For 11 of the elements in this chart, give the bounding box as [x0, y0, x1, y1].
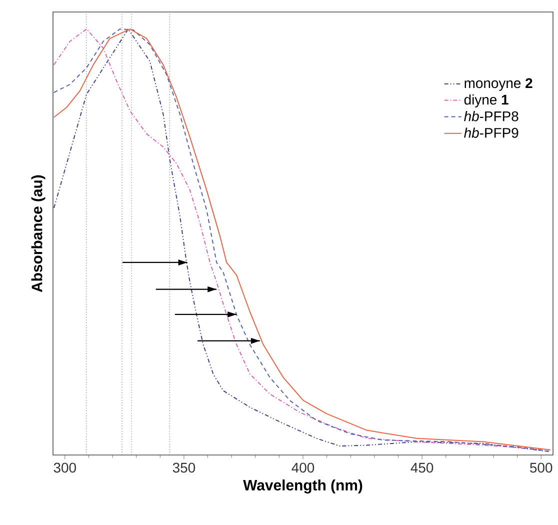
x-tick-label: 500: [530, 462, 552, 473]
legend-label: hb-PFP9: [464, 128, 518, 138]
legend-label: diyne 1: [464, 94, 508, 108]
x-tick-label: 350: [172, 462, 196, 473]
legend-label: hb-PFP8: [464, 110, 518, 122]
x-tick-label: 300: [54, 462, 76, 473]
x-tick-label: 400: [292, 462, 314, 473]
x-tick-label: 450: [410, 462, 434, 473]
legend-label: monoyne 2: [464, 78, 532, 91]
x-axis-title: Wavelength (nm): [243, 479, 362, 494]
y-axis-title: Absorbance (au): [31, 175, 46, 292]
